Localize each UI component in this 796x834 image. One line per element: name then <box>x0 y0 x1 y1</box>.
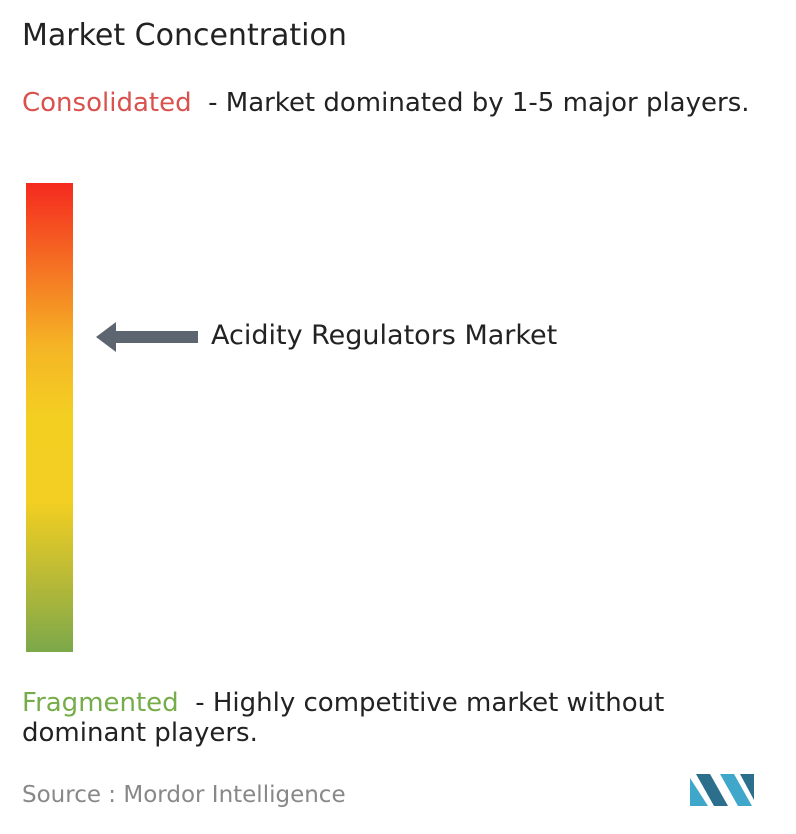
fragmented-text: Fragmented - Highly competitive market w… <box>22 688 796 748</box>
market-label: Acidity Regulators Market <box>211 320 558 351</box>
logo-part <box>740 774 754 800</box>
arrow-shape <box>96 322 198 352</box>
consolidated-text: Consolidated - Market dominated by 1-5 m… <box>22 88 762 118</box>
source-name: Mordor Intelligence <box>123 782 346 808</box>
logo <box>690 774 754 806</box>
logo-part <box>720 774 752 806</box>
arrow <box>96 322 198 352</box>
fragmented-description: - Highly competitive market without domi… <box>22 688 665 748</box>
logo-part <box>690 778 708 806</box>
consolidated-label: Consolidated <box>22 88 192 118</box>
source-label: Source : <box>22 782 117 808</box>
logo-part <box>696 774 728 806</box>
fragmented-label: Fragmented <box>22 688 179 718</box>
source: Source : Mordor Intelligence <box>22 782 346 808</box>
consolidated-description: - Market dominated by 1-5 major players. <box>208 88 750 118</box>
concentration-gradient <box>26 183 73 652</box>
title: Market Concentration <box>22 18 347 53</box>
